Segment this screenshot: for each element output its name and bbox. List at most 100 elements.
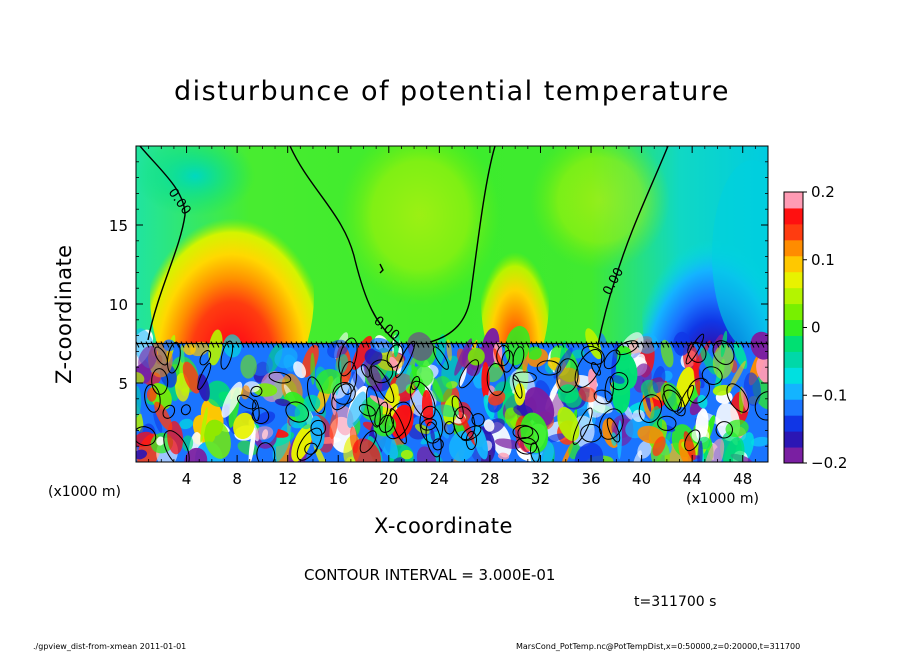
lower-contour: [220, 340, 234, 370]
turbulence-blob: [697, 440, 703, 462]
turbulence-blob: [200, 407, 208, 443]
colorbar-cell: [784, 367, 803, 384]
turbulence-blob: [725, 419, 749, 438]
boundary-contour-dash: [315, 341, 320, 348]
boundary-contour-dash: [435, 341, 440, 348]
turbulence-blob: [184, 447, 208, 462]
boundary-contour-dash: [695, 341, 700, 348]
boundary-contour-dash: [505, 341, 510, 348]
turbulence-blob: [204, 419, 231, 459]
turbulence-blob: [432, 376, 453, 403]
yellow-band-center: [340, 146, 500, 305]
turbulence-blob: [181, 435, 194, 452]
x-tick-label: 16: [329, 470, 348, 488]
boundary-contour-dash: [355, 341, 360, 348]
lower-contour: [268, 371, 292, 384]
boundary-contour-dash: [450, 341, 455, 348]
boundary-contour-dash: [165, 341, 170, 348]
turbulence-blob: [352, 438, 381, 462]
boundary-contour-dash: [710, 341, 715, 348]
lower-contour: [606, 417, 621, 443]
turbulence-blob: [274, 347, 298, 369]
turbulence-blob: [330, 388, 337, 416]
boundary-contour-dash: [620, 341, 625, 348]
turbulence-blob: [335, 354, 348, 375]
turbulence-blob: [136, 449, 148, 460]
turbulence-blob: [637, 425, 664, 444]
turbulence-blob: [364, 348, 383, 366]
x-tick-label: 8: [232, 470, 242, 488]
lower-contour: [726, 383, 750, 413]
lower-contour: [517, 425, 539, 445]
colorbar-tick-label: −0.2: [811, 454, 847, 472]
footer-left-text: ./gpview_dist-from-xmean 2011-01-01: [33, 642, 187, 651]
boundary-contour-dash: [510, 341, 515, 348]
boundary-contour-dash: [475, 341, 480, 348]
x-tick-label: 32: [531, 470, 550, 488]
turbulence-blob: [704, 438, 725, 462]
x-tick-label: 40: [632, 470, 651, 488]
boundary-contour-dash: [490, 341, 495, 348]
boundary-contour-dash: [285, 341, 290, 348]
boundary-contour-dash: [250, 341, 255, 348]
turbulence-blob: [301, 344, 319, 378]
boundary-contour-dash: [545, 341, 550, 348]
boundary-contour-dash: [270, 341, 275, 348]
boundary-contour-dash: [540, 341, 545, 348]
boundary-contour-dash: [600, 341, 605, 348]
turbulence-blob: [553, 347, 573, 379]
boundary-contour-dash: [495, 341, 500, 348]
lower-contour: [701, 366, 723, 385]
boundary-contour-dash: [460, 341, 465, 348]
boundary-contour-dash: [685, 341, 690, 348]
turbulence-blob: [256, 411, 276, 425]
lower-contour: [409, 380, 436, 420]
boundary-contour-dash: [415, 341, 420, 348]
boundary-contour-dash: [360, 341, 365, 348]
heatmap-field: 0.00 0.00 0.00: [136, 146, 768, 462]
boundary-contour-dash: [610, 341, 615, 348]
turbulence-blob: [394, 365, 415, 394]
turbulence-blob: [293, 361, 307, 379]
turbulence-blob: [179, 418, 194, 430]
lower-contour: [136, 426, 157, 446]
boundary-contour-dash: [265, 341, 270, 348]
boundary-contour-dash: [580, 341, 585, 348]
boundary-contour-dash: [420, 341, 425, 348]
turbulence-blob: [557, 406, 580, 442]
lower-contour: [338, 337, 358, 377]
lower-contour: [458, 359, 479, 389]
x-tick-label: 48: [733, 470, 752, 488]
turbulence-blob: [205, 380, 231, 407]
boundary-contour-dash: [590, 341, 595, 348]
turbulence-blob: [329, 410, 338, 439]
x-tick-label: 44: [683, 470, 702, 488]
boundary-contour-dash: [715, 341, 720, 348]
lower-layer-turbulence: [136, 325, 768, 462]
turbulence-blob: [240, 354, 257, 379]
lower-contour: [460, 425, 482, 442]
lower-contour: [684, 429, 701, 452]
lower-contour: [536, 360, 562, 376]
boundary-contour-dash: [585, 341, 590, 348]
chart-title: disturbunce of potential temperature: [174, 76, 730, 107]
boundary-contour-dash: [175, 341, 180, 348]
boundary-contour-dash: [365, 341, 370, 348]
lower-contour: [410, 375, 421, 391]
turbulence-blob: [488, 390, 506, 406]
boundary-contour-dash: [555, 341, 560, 348]
lower-contour: [451, 395, 464, 420]
x-tick-label: 36: [581, 470, 600, 488]
lower-contour: [754, 391, 768, 421]
lower-contour: [677, 384, 695, 414]
boundary-contour-dash: [380, 341, 385, 348]
lower-contour: [151, 368, 169, 395]
time-stamp: t=311700 s: [634, 594, 717, 610]
lower-contour: [638, 394, 663, 423]
boundary-contour-dash: [145, 341, 150, 348]
boundary-contour-dash: [400, 341, 405, 348]
x-axis-unit: (x1000 m): [686, 491, 759, 507]
lower-contour: [154, 346, 168, 366]
turbulence-blob: [409, 365, 434, 388]
lower-contour: [386, 344, 404, 368]
